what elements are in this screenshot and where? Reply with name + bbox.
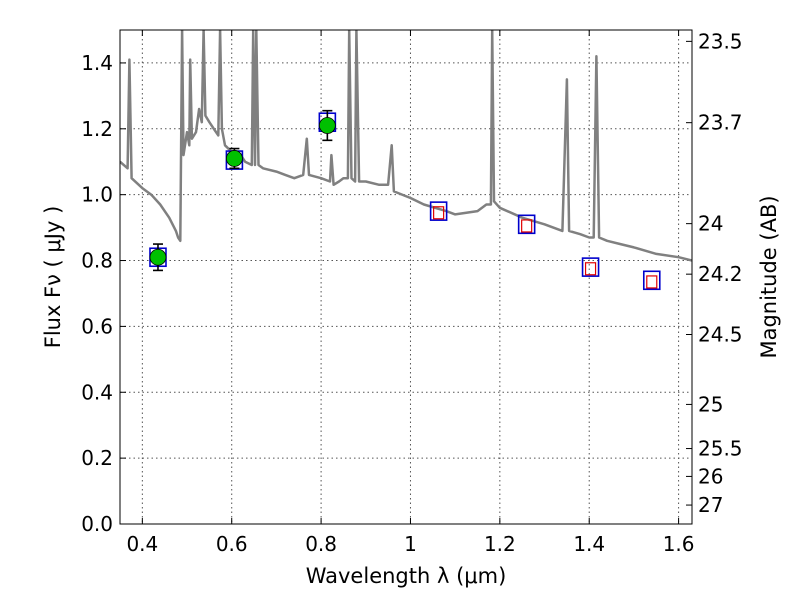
right-axis-label: Magnitude (AB) (757, 195, 781, 358)
right-tick-label: 27 (698, 493, 723, 517)
x-tick-label: 1.4 (573, 532, 605, 556)
x-tick-label: 1 (404, 532, 417, 556)
series-layer (120, 30, 692, 262)
y-axis-label: Flux Fν ( μJy ) (41, 206, 65, 349)
synthetic-photometry-square (581, 257, 600, 277)
y-tick-label: 0.6 (81, 314, 113, 338)
model-spectrum-line (120, 30, 692, 262)
predicted-photometry-square (584, 262, 597, 276)
y-tick-label: 1.2 (81, 117, 113, 141)
y-tick-label: 1.4 (81, 51, 113, 75)
x-tick-label: 0.6 (216, 532, 248, 556)
y-tick-label: 0.4 (81, 380, 113, 404)
right-tick-label: 25.5 (698, 437, 743, 461)
gridlines (120, 30, 692, 524)
x-tick-label: 0.8 (305, 532, 337, 556)
predicted-photometry-square (646, 275, 658, 289)
right-tick-label: 23.7 (698, 111, 743, 135)
right-tick-label: 24.5 (698, 323, 743, 347)
y-tick-label: 0.2 (81, 446, 113, 470)
predicted-photometry-square (433, 206, 445, 220)
right-tick-label: 23.5 (698, 29, 743, 53)
y-tick-label: 0.0 (81, 512, 113, 536)
x-tick-label: 1.2 (484, 532, 516, 556)
right-tick-label: 24.2 (698, 262, 743, 286)
x-tick-label: 1.6 (663, 532, 695, 556)
y-tick-label: 1.0 (81, 183, 113, 207)
ticks-layer: 0.4 0.6 0.8 1 1.2 1.4 1.6 0.0 0.2 0.4 0.6 0.8 1.0 1.2… (81, 29, 742, 556)
synthetic-photometry-square (642, 270, 661, 291)
observed-photometry-point (225, 150, 243, 167)
plot-frame (119, 29, 693, 525)
synthetic-photometry-square (517, 214, 536, 235)
observed-photometry-point (318, 117, 336, 134)
synthetic-photometry-square (429, 201, 448, 221)
observed-photometry-point (149, 248, 167, 266)
right-tick-label: 26 (698, 464, 723, 488)
markers-layer (149, 109, 661, 291)
predicted-photometry-square (521, 219, 533, 233)
right-tick-label: 25 (698, 392, 723, 416)
right-tick-label: 24 (698, 212, 723, 236)
x-axis-label: Wavelength λ (μm) (306, 564, 507, 588)
x-tick-label: 0.4 (126, 532, 158, 556)
y-tick-label: 0.8 (81, 249, 113, 273)
